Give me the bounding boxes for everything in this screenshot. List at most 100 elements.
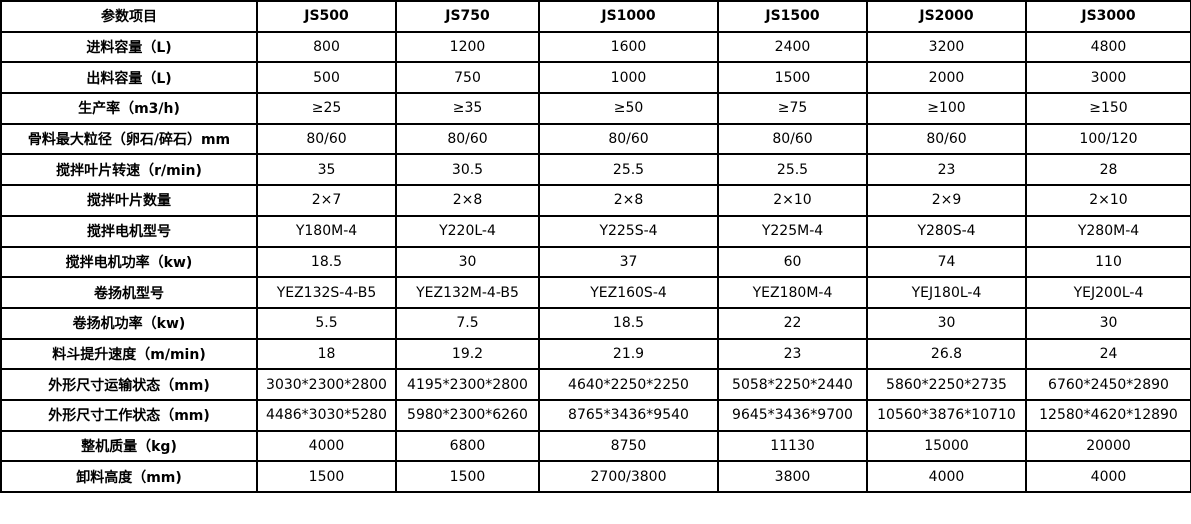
table-cell: 2400 [717,30,868,64]
table-cell: Y180M-4 [256,214,397,248]
row-label: 搅拌电机型号 [0,214,258,248]
row-label: 卸料高度（mm) [0,460,258,493]
table-row: 骨料最大粒径（卵石/碎石）mm 80/60 80/60 80/60 80/60 80/60… [0,122,1191,156]
table-row: 搅拌叶片数量 2×7 2×8 2×8 2×10 2×9 2×10 [0,184,1191,217]
table-cell: 1500 [256,460,397,493]
table-cell: 2700/3800 [538,460,719,493]
row-label: 卷扬机功率（kw) [0,306,258,340]
table-cell: 3030*2300*2800 [256,368,397,401]
table-cell: 21.9 [538,337,719,371]
table-cell: 30 [1025,306,1191,340]
table-cell: 24 [1025,337,1191,371]
column-header: JS2000 [866,0,1027,33]
table-cell: 20000 [1025,429,1191,463]
table-cell: 8750 [538,429,719,463]
table-cell: 26.8 [866,337,1027,371]
row-label: 外形尺寸工作状态（mm) [0,398,258,432]
table-cell: 80/60 [256,122,397,156]
table-cell: 8765*3436*9540 [538,398,719,432]
table-cell: ≥50 [538,92,719,125]
table-cell: 1500 [717,61,868,95]
table-cell: Y225M-4 [717,214,868,248]
table-cell: 37 [538,245,719,279]
table-cell: 23 [717,337,868,371]
row-label: 料斗提升速度（m/min) [0,337,258,371]
table-row: 卷扬机型号 YEZ132S-4-B5 YEZ132M-4-B5 YEZ160S-4 YE… [0,276,1191,309]
table-cell: 2×9 [866,184,1027,217]
table-cell: 3200 [866,30,1027,64]
table-row: 出料容量（L) 500 750 1000 1500 2000 3000 [0,61,1191,95]
table-row: 卸料高度（mm) 1500 1500 2700/3800 3800 4000 4000 [0,460,1191,493]
column-header: JS1000 [538,0,719,33]
table-cell: 4000 [866,460,1027,493]
table-cell: 80/60 [395,122,540,156]
table-cell: 2000 [866,61,1027,95]
table-cell: 4000 [256,429,397,463]
table-cell: 30.5 [395,153,540,187]
table-row: 整机质量（kg) 4000 6800 8750 11130 15000 20000 [0,429,1191,463]
table-cell: 6800 [395,429,540,463]
table-cell: 2×10 [717,184,868,217]
table-cell: 1600 [538,30,719,64]
table-cell: 7.5 [395,306,540,340]
row-label: 整机质量（kg) [0,429,258,463]
table-cell: 30 [395,245,540,279]
row-label: 进料容量（L) [0,30,258,64]
table-cell: 3000 [1025,61,1191,95]
row-label: 搅拌叶片转速（r/min) [0,153,258,187]
table-cell: 2×8 [395,184,540,217]
table-cell: 3800 [717,460,868,493]
table-cell: 28 [1025,153,1191,187]
table-cell: 100/120 [1025,122,1191,156]
table-cell: 2×8 [538,184,719,217]
table-cell: 4640*2250*2250 [538,368,719,401]
table-cell: ≥150 [1025,92,1191,125]
table-cell: 750 [395,61,540,95]
table-cell: 18 [256,337,397,371]
table-cell: 5860*2250*2735 [866,368,1027,401]
table-cell: 4195*2300*2800 [395,368,540,401]
table-cell: ≥75 [717,92,868,125]
table-cell: 22 [717,306,868,340]
table-cell: 4800 [1025,30,1191,64]
table-cell: 5980*2300*6260 [395,398,540,432]
table-cell: 5.5 [256,306,397,340]
table-cell: 12580*4620*12890 [1025,398,1191,432]
column-header: JS750 [395,0,540,33]
table-cell: Y280M-4 [1025,214,1191,248]
table-row: 搅拌电机型号 Y180M-4 Y220L-4 Y225S-4 Y225M-4 Y280S-… [0,214,1191,248]
table-cell: 9645*3436*9700 [717,398,868,432]
table-cell: 25.5 [717,153,868,187]
table-cell: Y280S-4 [866,214,1027,248]
table-cell: YEZ132S-4-B5 [256,276,397,309]
table-cell: 500 [256,61,397,95]
table-cell: 800 [256,30,397,64]
table-cell: 19.2 [395,337,540,371]
column-header: JS500 [256,0,397,33]
row-label: 外形尺寸运输状态（mm) [0,368,258,401]
column-header: JS1500 [717,0,868,33]
table-cell: ≥25 [256,92,397,125]
table-cell: 80/60 [866,122,1027,156]
table-cell: 1500 [395,460,540,493]
table-cell: YEZ160S-4 [538,276,719,309]
row-label: 搅拌电机功率（kw) [0,245,258,279]
table-cell: 2×7 [256,184,397,217]
row-label: 生产率（m3/h) [0,92,258,125]
table-cell: 5058*2250*2440 [717,368,868,401]
table-cell: Y225S-4 [538,214,719,248]
table-cell: 30 [866,306,1027,340]
spec-table: 参数项目 JS500 JS750 JS1000 JS1500 JS2000 JS3000 进料… [0,0,1191,493]
row-label: 搅拌叶片数量 [0,184,258,217]
column-header: 参数项目 [0,0,258,33]
row-label: 出料容量（L) [0,61,258,95]
table-cell: YEZ180M-4 [717,276,868,309]
table-cell: 2×10 [1025,184,1191,217]
column-header: JS3000 [1025,0,1191,33]
table-cell: YEJ200L-4 [1025,276,1191,309]
table-row: 外形尺寸工作状态（mm) 4486*3030*5280 5980*2300*6260… [0,398,1191,432]
table-cell: 18.5 [538,306,719,340]
row-label: 骨料最大粒径（卵石/碎石）mm [0,122,258,156]
table-cell: 15000 [866,429,1027,463]
table-cell: 4000 [1025,460,1191,493]
